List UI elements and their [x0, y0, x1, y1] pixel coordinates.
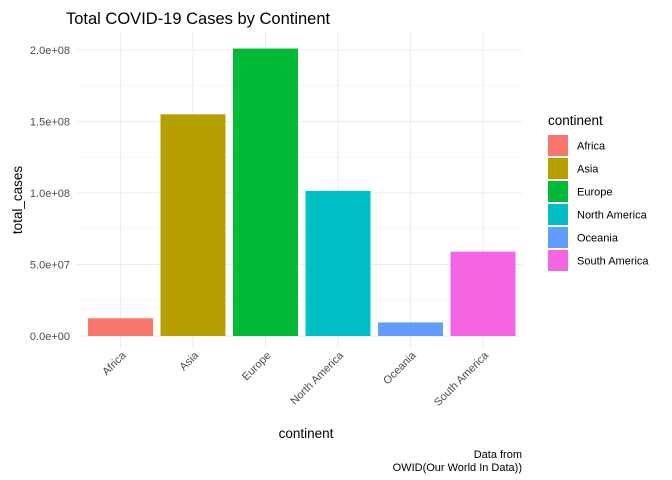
y-tick-label: 5.0e+07 [30, 260, 70, 272]
legend-label: North America [577, 210, 648, 222]
x-tick-label: Oceania [381, 349, 419, 387]
legend-swatch [548, 227, 568, 248]
bar-africa [88, 318, 153, 336]
y-tick-label: 2.0e+08 [30, 45, 70, 57]
x-axis-ticks: Africa Asia Europe North America Oceania Sout… [100, 349, 491, 409]
legend-label: Asia [577, 164, 599, 176]
x-tick-label: South America [432, 349, 492, 409]
legend-label: Africa [577, 141, 606, 153]
y-axis-title: total_cases [10, 166, 25, 235]
legend-swatch [548, 250, 568, 271]
legend-swatch [548, 158, 568, 179]
legend: continent Africa Asia Europe North America O… [548, 113, 649, 271]
bar-europe [233, 48, 298, 336]
y-tick-label: 1.0e+08 [30, 188, 70, 200]
legend-swatch [548, 135, 568, 156]
y-tick-label: 1.5e+08 [30, 117, 70, 129]
x-tick-label: Europe [240, 350, 274, 384]
bar-south-america [450, 251, 516, 336]
legend-label: Europe [577, 187, 612, 199]
legend-title: continent [548, 113, 603, 128]
legend-swatch [548, 204, 568, 225]
y-axis-ticks: 0.0e+00 5.0e+07 1.0e+08 1.5e+08 2.0e+08 [30, 45, 70, 343]
bar-asia [160, 114, 226, 336]
caption-line-2: OWID(Our World In Data)) [393, 462, 522, 474]
legend-label: South America [577, 256, 649, 268]
caption-line-1: Data from [474, 449, 522, 461]
chart-title: Total COVID-19 Cases by Continent [66, 10, 331, 28]
bars [88, 48, 516, 336]
legend-swatch [548, 181, 568, 202]
x-axis-title: continent [279, 426, 334, 441]
x-tick-label: North America [288, 349, 346, 407]
x-tick-label: Africa [100, 349, 129, 378]
y-tick-label: 0.0e+00 [30, 331, 70, 343]
legend-label: Oceania [577, 233, 619, 245]
bar-oceania [378, 322, 443, 336]
x-tick-label: Asia [177, 349, 201, 373]
bar-north-america [305, 190, 371, 336]
